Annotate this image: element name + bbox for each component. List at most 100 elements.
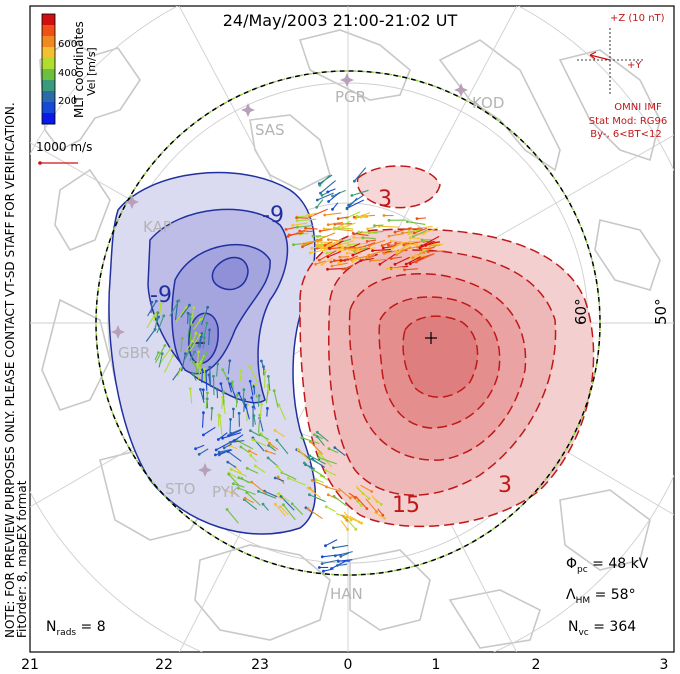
velocity-vector-origin: [324, 469, 328, 472]
velocity-vector: [219, 448, 232, 453]
station-marker: [111, 325, 125, 339]
velocity-vector-origin: [360, 504, 363, 507]
velocity-vector-origin: [322, 569, 325, 573]
velocity-vector-origin: [331, 207, 334, 211]
velocity-vector: [221, 396, 224, 410]
velocity-vector: [334, 220, 351, 230]
velocity-vector-origin: [248, 449, 251, 453]
velocity-vector: [309, 441, 323, 455]
velocity-vector-origin: [355, 215, 359, 218]
colorbar-segment: [42, 69, 55, 81]
velocity-vector: [282, 504, 296, 521]
velocity-vector: [187, 319, 192, 337]
imf-dial: [577, 28, 645, 95]
station-marker: [241, 103, 255, 117]
velocity-vector-origin: [341, 267, 344, 271]
mlt-tick-22: 22: [155, 657, 173, 673]
velocity-vector: [250, 430, 260, 437]
velocity-vector: [219, 415, 223, 435]
velocity-vector-origin: [387, 218, 391, 222]
velocity-vector: [360, 484, 372, 492]
velocity-vector-origin: [222, 390, 225, 394]
velocity-vector: [344, 247, 357, 250]
velocity-vector-origin: [308, 493, 311, 497]
velocity-vector-origin: [287, 233, 291, 237]
velocity-vector-origin: [327, 200, 330, 203]
velocity-vector-origin: [391, 246, 395, 250]
velocity-vector: [226, 509, 239, 524]
velocity-vector: [246, 467, 259, 474]
velocity-vector-origin: [232, 482, 235, 486]
phi-pc-stat: Φpc = 48 kV: [566, 556, 649, 575]
velocity-vector: [365, 498, 378, 512]
velocity-vector-origin: [339, 555, 343, 558]
lat-label-50: 50°: [652, 298, 670, 325]
velocity-vector-origin: [326, 267, 329, 271]
velocity-vector-origin: [371, 249, 374, 253]
colorbar-segment: [42, 14, 55, 26]
velocity-vector-origin: [219, 382, 223, 385]
velocity-vector-origin: [381, 513, 385, 517]
velocity-vector: [210, 408, 213, 421]
velocity-vector: [236, 440, 254, 450]
velocity-vector: [155, 345, 166, 364]
colorbar-segment: [42, 91, 55, 103]
velocity-vector-origin: [157, 351, 160, 354]
velocity-vector: [342, 514, 357, 530]
velocity-vector: [360, 257, 374, 262]
velocity-vector-origin: [229, 418, 232, 421]
velocity-vector: [159, 303, 162, 314]
station-markers: [111, 73, 468, 477]
velocity-vector-origin: [260, 402, 263, 406]
velocity-vector-origin: [318, 183, 322, 187]
velocity-vector: [328, 239, 344, 242]
velocity-vector-origin: [411, 256, 415, 259]
velocity-vector-origin: [203, 367, 206, 371]
velocity-vector: [208, 329, 211, 345]
velocity-vector-origin: [186, 311, 190, 315]
velocity-vector-origin: [350, 248, 354, 252]
velocity-vector: [180, 304, 190, 318]
velocity-vector-origin: [205, 321, 209, 325]
velocity-vector-origin: [389, 257, 393, 260]
velocity-vector-origin: [351, 231, 355, 235]
velocity-vector: [176, 367, 182, 377]
velocity-vector-origin: [407, 230, 411, 234]
velocity-vector: [230, 440, 245, 443]
station-label-kap: KAP: [143, 218, 172, 236]
velocity-vector: [274, 503, 286, 517]
velocity-vector: [147, 300, 157, 317]
velocity-vector: [184, 343, 194, 360]
velocity-vector-origin: [257, 394, 261, 397]
plot-title: 24/May/2003 21:00-21:02 UT: [223, 11, 458, 30]
velocity-vector: [423, 227, 438, 234]
velocity-vector-origin: [387, 234, 391, 238]
velocity-vector-origin: [267, 444, 270, 447]
velocity-vector: [396, 243, 409, 253]
velocity-vector: [319, 174, 331, 186]
velocity-vector: [352, 247, 371, 256]
velocity-vector: [340, 552, 350, 557]
velocity-vector: [311, 244, 326, 249]
station-label-sas: SAS: [255, 121, 285, 139]
velocity-vector: [309, 455, 326, 465]
velocity-vector-origin: [317, 451, 321, 455]
velocity-vector: [303, 462, 314, 471]
velocity-vector-origin: [159, 302, 163, 305]
velocity-vector-origin: [188, 303, 191, 307]
velocity-vector: [200, 353, 207, 368]
velocity-vector-origin: [212, 374, 215, 378]
velocity-vector-origin: [214, 453, 217, 457]
velocity-vector: [415, 253, 434, 263]
colorbar-frame: [41, 13, 56, 125]
velocity-vector-origin: [378, 262, 382, 266]
velocity-vector-origin: [366, 227, 369, 231]
velocity-vector-origin: [345, 519, 349, 522]
velocity-vector: [145, 328, 156, 342]
velocity-vector: [196, 363, 206, 382]
velocity-vector-origin: [355, 249, 358, 253]
velocity-vector-origin: [290, 502, 294, 506]
velocity-vector: [257, 395, 260, 407]
velocity-vector: [316, 232, 336, 241]
velocity-vector: [202, 337, 206, 349]
